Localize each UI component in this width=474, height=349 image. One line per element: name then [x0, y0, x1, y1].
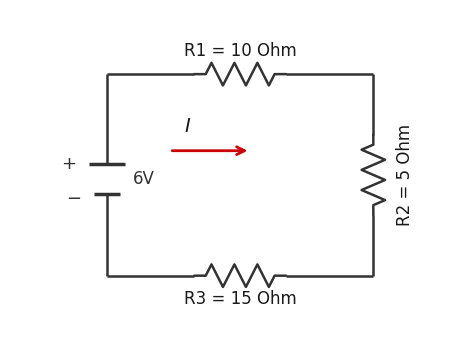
Text: 6V: 6V [133, 170, 155, 188]
Text: R2 = 5 Ohm: R2 = 5 Ohm [396, 124, 413, 226]
Text: I: I [184, 117, 190, 136]
Text: −: − [66, 190, 82, 208]
Text: +: + [61, 155, 76, 173]
Text: R3 = 15 Ohm: R3 = 15 Ohm [184, 290, 297, 307]
Text: R1 = 10 Ohm: R1 = 10 Ohm [184, 42, 297, 60]
